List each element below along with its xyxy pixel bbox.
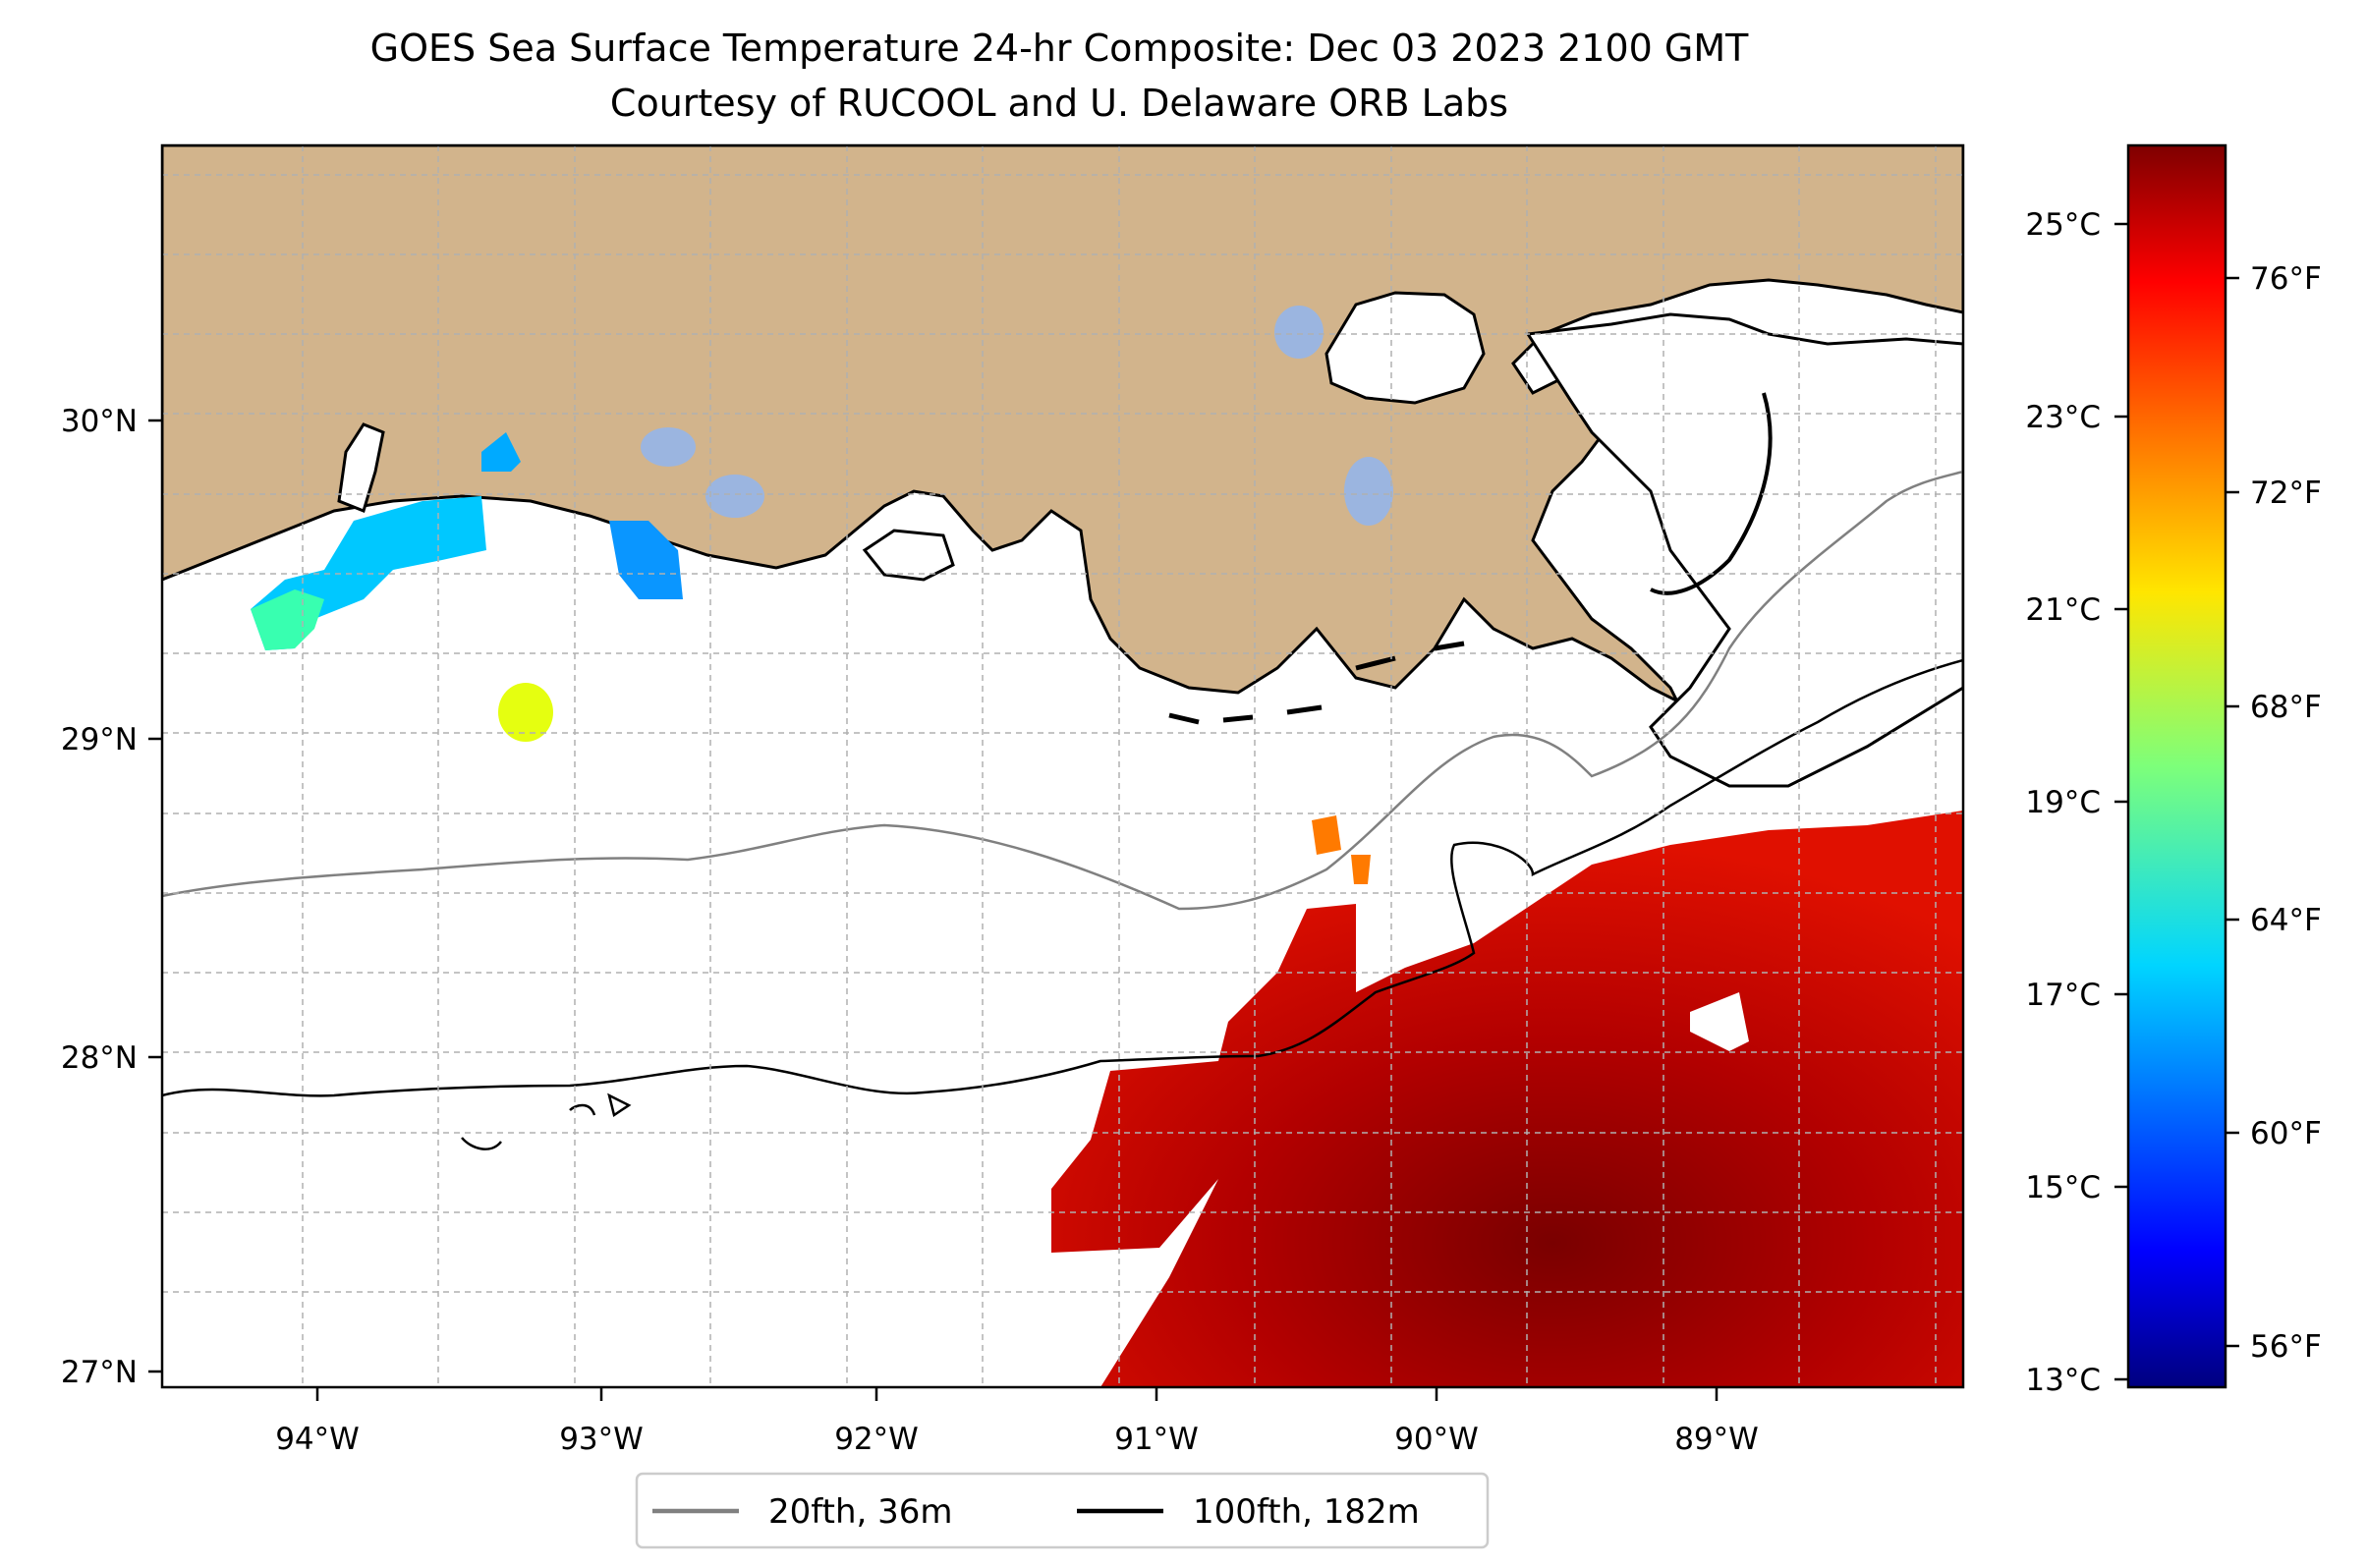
fahrenheit-label: 76°F [2250, 261, 2322, 297]
colorbar-gradient [2126, 143, 2227, 1389]
celsius-label: 13°C [2025, 1363, 2101, 1398]
fahrenheit-label: 64°F [2250, 903, 2322, 938]
lake-patch [1344, 457, 1393, 526]
lake-patch [1274, 306, 1324, 359]
lon-label: 89°W [1674, 1422, 1759, 1457]
celsius-label: 25°C [2025, 207, 2101, 243]
isobath-20fth [162, 470, 1963, 911]
celsius-label: 21°C [2025, 592, 2101, 628]
land-mass [162, 145, 1963, 757]
lake-patch [705, 475, 764, 518]
colorbar: 25°C 23°C 21°C 19°C 17°C 15°C 13°C 76°F … [2025, 143, 2322, 1398]
lon-label: 93°W [559, 1422, 644, 1457]
celsius-label: 23°C [2025, 400, 2101, 435]
lat-axis-labels: 27°N 28°N 29°N 30°N [61, 404, 138, 1390]
lake-patch [641, 427, 696, 467]
lon-axis-labels: 94°W 93°W 92°W 91°W 90°W 89°W [275, 1422, 1759, 1457]
map-frame [160, 143, 1965, 1389]
map-subtitle: Courtesy of RUCOOL and U. Delaware ORB L… [610, 82, 1508, 125]
celsius-label: 17°C [2025, 978, 2101, 1013]
sst-patch-orange [1312, 815, 1371, 884]
lon-label: 91°W [1114, 1422, 1199, 1457]
mobile-bay [1525, 312, 1963, 788]
celsius-label: 15°C [2025, 1170, 2101, 1205]
sst-patch-cool [609, 521, 683, 599]
chandeleur-islands [1650, 392, 1773, 595]
lon-label: 94°W [275, 1422, 360, 1457]
sst-patch-cool [481, 432, 521, 472]
lat-label: 27°N [61, 1355, 138, 1390]
celsius-label: 19°C [2025, 785, 2101, 820]
legend-box [635, 1472, 1490, 1549]
calcasieu-lake [337, 422, 385, 514]
isobath-100fth [162, 658, 1963, 1097]
sst-gulf-warm [1051, 811, 1963, 1387]
fahrenheit-label: 72°F [2250, 476, 2322, 511]
map-title: GOES Sea Surface Temperature 24-hr Compo… [370, 27, 1749, 70]
fahrenheit-label: 60°F [2250, 1116, 2322, 1151]
gridlines [162, 145, 1963, 1387]
isobath-islands [461, 1092, 632, 1150]
sst-patch-cool-edge [251, 589, 324, 650]
map-panel [162, 145, 1963, 1387]
sst-data-gap [1690, 992, 1749, 1051]
barrier-islands [1168, 641, 1465, 725]
lake-pontchartrain [1324, 291, 1486, 405]
fahrenheit-label: 68°F [2250, 690, 2322, 725]
lon-label: 90°W [1394, 1422, 1479, 1457]
legend-label-20fth: 20fth, 36m [768, 1492, 953, 1532]
fahrenheit-label: 56°F [2250, 1329, 2322, 1365]
legend: 20fth, 36m 100fth, 182m [635, 1472, 1490, 1549]
lon-label: 92°W [834, 1422, 919, 1457]
lat-label: 28°N [61, 1040, 138, 1076]
axis-ticks [148, 419, 1719, 1401]
sst-patch-warm [498, 683, 553, 742]
marsh-lake [862, 529, 955, 582]
lat-label: 30°N [61, 404, 138, 439]
lat-label: 29°N [61, 722, 138, 757]
legend-label-100fth: 100fth, 182m [1193, 1492, 1420, 1532]
